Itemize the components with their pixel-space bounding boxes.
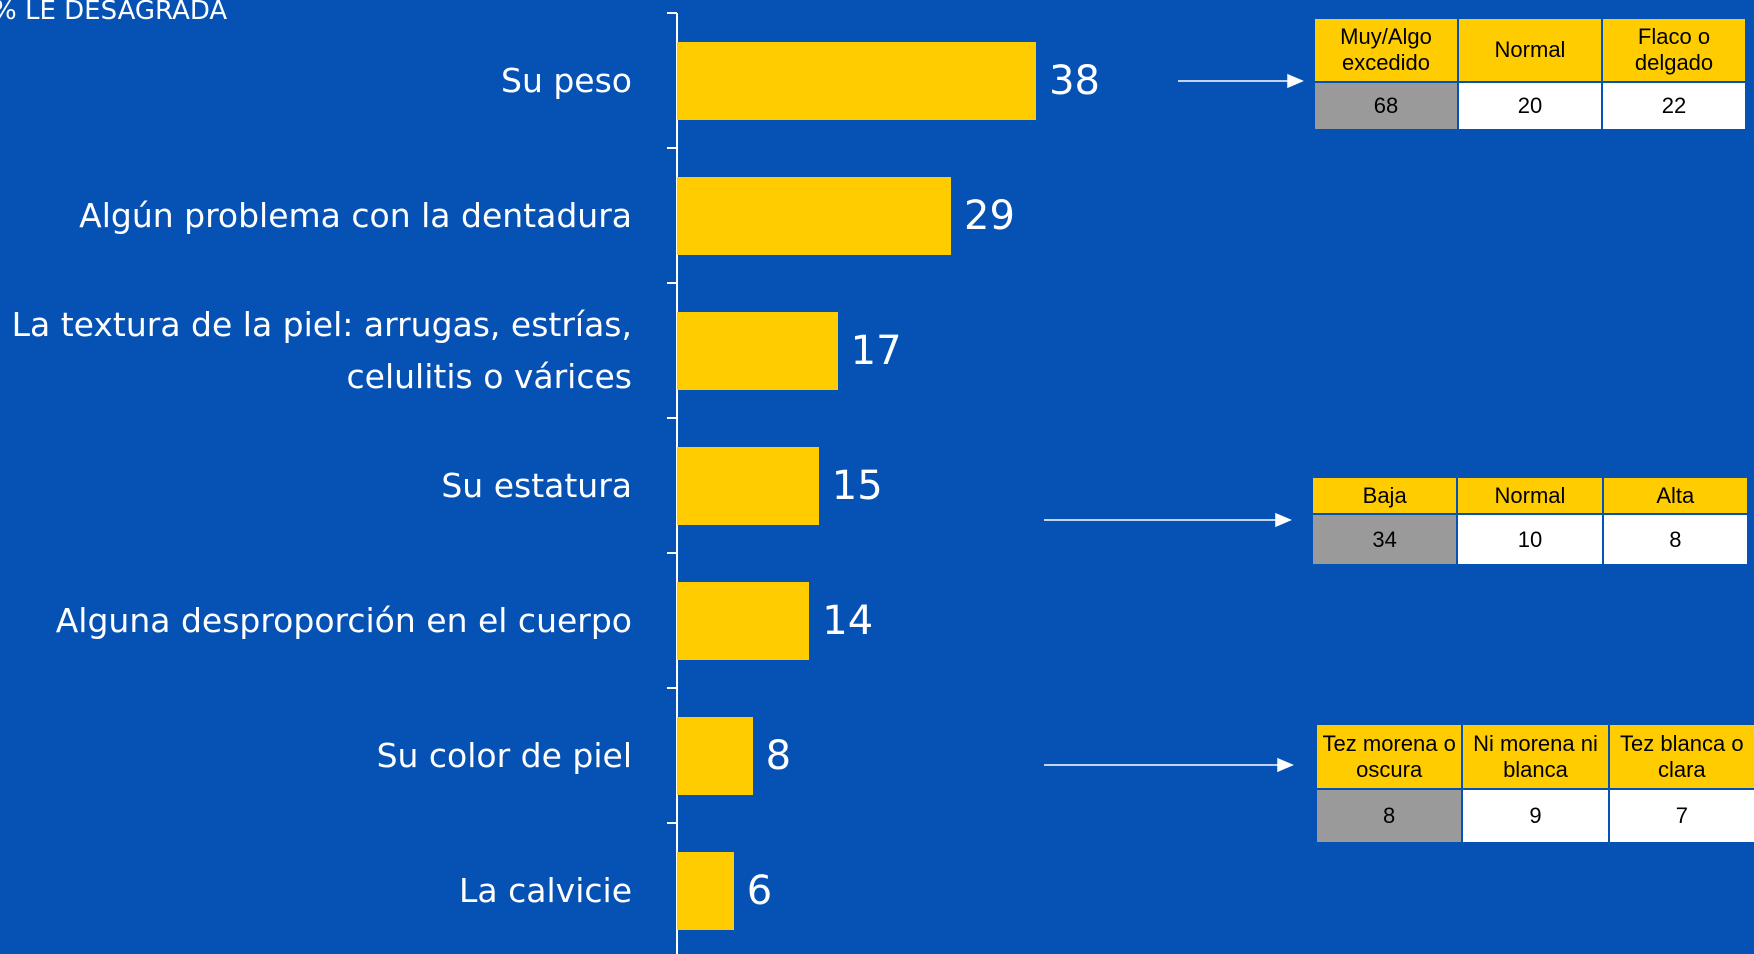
- table-header: Tez blanca o clara: [1609, 725, 1754, 788]
- table-cell: 68: [1315, 83, 1457, 129]
- table-header: Muy/Algo excedido: [1315, 19, 1457, 81]
- category-label: Su color de piel: [376, 735, 632, 775]
- bar: [677, 176, 952, 255]
- bar: [677, 716, 753, 795]
- table-cell: 7: [1609, 790, 1754, 842]
- value-label: 38: [1049, 57, 1100, 104]
- bar: [677, 581, 810, 660]
- table: Muy/Algo excedido Normal Flaco o delgado 68…: [1315, 19, 1745, 129]
- category-label: Su estatura: [441, 465, 632, 505]
- arrow-head: [1277, 757, 1294, 773]
- value-label: 29: [964, 192, 1015, 239]
- bar: [677, 851, 734, 930]
- arrow-head: [1275, 512, 1292, 528]
- table-cell: 34: [1313, 515, 1457, 564]
- value-label: 8: [765, 732, 792, 779]
- table-cell: 10: [1458, 515, 1602, 564]
- category-label: La calvicie: [459, 870, 632, 910]
- bar: [677, 311, 838, 390]
- table-cell: 9: [1463, 790, 1608, 842]
- table-header: Normal: [1459, 19, 1601, 81]
- table: Tez morena o oscura Ni morena ni blanca Te…: [1317, 725, 1754, 842]
- value-label: 6: [746, 867, 773, 914]
- table-header: Alta: [1603, 478, 1747, 513]
- bar: [677, 446, 819, 525]
- table: Baja Normal Alta 34 10 8: [1313, 478, 1747, 564]
- table-header: Normal: [1458, 478, 1602, 513]
- chart-title: % LE DESAGRADA: [0, 0, 228, 26]
- category-label: Algún problema con la dentadura: [79, 195, 632, 235]
- arrows: [1044, 73, 1304, 773]
- table-cell: 20: [1459, 83, 1601, 129]
- value-label: 17: [850, 327, 902, 374]
- table-header: Ni morena ni blanca: [1463, 725, 1608, 788]
- table-header: Tez morena o oscura: [1317, 725, 1462, 788]
- value-label: 14: [822, 597, 874, 644]
- table-cell: 8: [1603, 515, 1747, 564]
- category-label: La textura de la piel: arrugas, estrías,…: [11, 304, 632, 396]
- value-label: 15: [831, 462, 883, 509]
- category-label: Su peso: [501, 60, 632, 100]
- arrow-head: [1287, 73, 1304, 89]
- table-header: Flaco o delgado: [1603, 19, 1745, 81]
- category-label: Alguna desproporción en el cuerpo: [55, 600, 632, 640]
- table-cell: 22: [1603, 83, 1745, 129]
- bar: [677, 41, 1037, 120]
- table-cell: 8: [1317, 790, 1462, 842]
- table-header: Baja: [1313, 478, 1457, 513]
